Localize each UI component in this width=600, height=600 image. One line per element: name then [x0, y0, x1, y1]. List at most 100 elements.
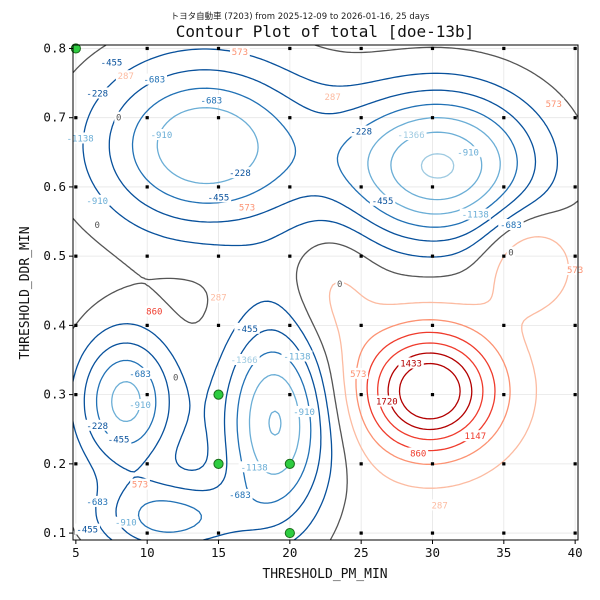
contour-line-neg1366 — [420, 153, 455, 179]
contour-label: -683 — [129, 370, 151, 380]
contour-label-bg — [348, 125, 374, 137]
x-tick-label: 10 — [140, 545, 155, 560]
y-axis-label: THRESHOLD_DDR_MIN — [18, 226, 33, 359]
contour-label-bg — [84, 87, 110, 99]
contour-label: -228 — [229, 169, 251, 179]
grid-dot — [502, 185, 506, 189]
contour-label-bg — [398, 357, 424, 369]
contour-label-bg — [462, 430, 488, 442]
contour-label: 1147 — [464, 432, 486, 442]
contour-label: 0 — [337, 280, 342, 290]
y-tick-label: 0.8 — [43, 40, 66, 55]
x-tick-label: 5 — [72, 545, 80, 560]
contour-label: -228 — [86, 89, 108, 99]
contour-label: -1138 — [241, 463, 268, 473]
contour-label: -1138 — [283, 353, 310, 363]
contour-label-bg — [348, 367, 369, 379]
contour-label-bg — [498, 219, 524, 230]
contour-label: -910 — [129, 401, 151, 411]
y-tick-label: 0.1 — [43, 525, 66, 540]
grid-dot — [573, 185, 577, 189]
sample-point — [284, 527, 295, 539]
chart-title: Contour Plot of total [doe-13b] — [176, 22, 475, 41]
grid-dot — [573, 393, 577, 397]
x-tick-label: 40 — [568, 545, 583, 560]
contour-label: -1366 — [398, 131, 425, 141]
contour-label: -683 — [86, 498, 108, 508]
grid-dot — [502, 46, 506, 51]
grid-dot — [74, 185, 78, 189]
grid-dot — [359, 462, 363, 466]
contour-label: 573 — [546, 100, 562, 110]
contour-label: -455 — [236, 325, 258, 335]
contour-label-bg — [115, 70, 136, 82]
grid-dot — [216, 531, 221, 535]
contour-line-287 — [328, 236, 570, 489]
contour-label-bg — [208, 291, 229, 303]
contour-label-bg — [506, 246, 516, 258]
contour-label: -1366 — [231, 356, 258, 366]
contour-label-bg — [113, 516, 139, 528]
contour-label: -455 — [372, 197, 394, 207]
contour-label: -910 — [293, 408, 315, 418]
contour-label-bg — [148, 129, 175, 140]
grid-dot — [74, 254, 78, 258]
contour-label: -910 — [151, 131, 173, 141]
contour-label-bg — [198, 94, 225, 106]
grid-dot — [573, 462, 577, 466]
grid-dot — [288, 393, 292, 397]
contour-label-bg — [84, 194, 110, 206]
grid-dot — [573, 116, 577, 120]
grid-dot — [359, 185, 363, 189]
grid-dot — [145, 185, 149, 189]
contour-label-bg — [374, 395, 400, 407]
grid-dot — [74, 393, 78, 397]
grid-dot — [288, 185, 292, 189]
grid-dot — [216, 254, 221, 258]
contour-label-bg — [114, 111, 123, 123]
contour-label-bg — [230, 45, 250, 57]
contour-label: 0 — [173, 373, 178, 383]
grid-dot — [74, 462, 78, 466]
grid-dot — [430, 185, 435, 189]
contour-label: -910 — [115, 519, 137, 529]
contour-label-bg — [429, 499, 450, 511]
contour-label: 573 — [350, 370, 366, 380]
x-axis-label: THRESHOLD_PM_MIN — [262, 567, 387, 582]
contour-label-bg — [92, 219, 102, 230]
grid-dot — [430, 531, 435, 535]
grid-dot — [573, 254, 577, 258]
y-axis-ticks: 0.1 0.2 0.3 0.4 0.5 0.6 0.7 0.8 — [43, 40, 73, 540]
contour-line-neg228 — [73, 48, 559, 540]
plot-area — [73, 45, 578, 540]
contour-label-bg — [335, 277, 345, 289]
contour-label-bg — [228, 354, 260, 365]
contour-label: 287 — [210, 294, 226, 304]
contour-label: 860 — [146, 308, 162, 318]
contour-label: -1138 — [67, 134, 94, 144]
contour-label: -228 — [86, 422, 108, 432]
y-tick-label: 0.5 — [43, 248, 66, 263]
contour-label: 287 — [431, 501, 447, 511]
contour-label-bg — [459, 208, 491, 220]
y-tick-label: 0.6 — [43, 179, 66, 194]
grid-dot — [216, 323, 221, 327]
contour-label-bg — [281, 350, 313, 362]
grid-dot — [502, 254, 506, 258]
sample-point — [284, 458, 295, 469]
contour-label-bg — [127, 399, 153, 410]
contour-line-neg1138 — [268, 131, 483, 436]
grid-dot — [359, 254, 363, 258]
grid-dot — [145, 393, 149, 397]
y-tick-label: 0.2 — [43, 456, 66, 471]
grid-dot — [288, 46, 292, 51]
contour-label: -455 — [76, 526, 98, 536]
contour-label-bg — [227, 489, 253, 500]
contour-label-bg — [565, 264, 586, 275]
sample-point — [213, 389, 224, 400]
contour-label-bg — [74, 523, 100, 535]
contour-label-bg — [238, 461, 270, 473]
contour-label: 573 — [239, 204, 255, 214]
contour-label: 860 — [410, 449, 426, 459]
grid-dot — [502, 323, 506, 327]
